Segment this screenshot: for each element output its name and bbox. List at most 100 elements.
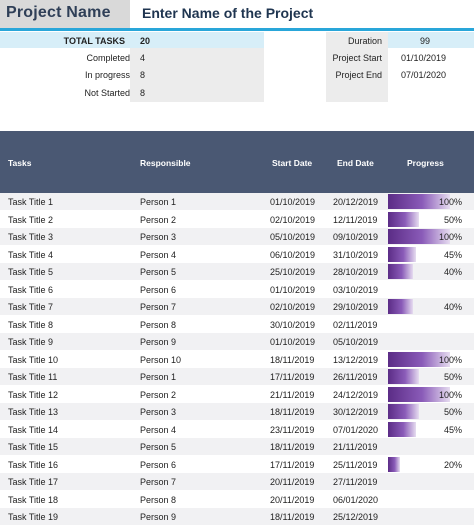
end-date-cell[interactable]: 26/11/2019: [333, 372, 378, 382]
end-date-cell[interactable]: 28/10/2019: [333, 267, 379, 277]
task-title-cell[interactable]: Task Title 16: [8, 459, 59, 470]
start-date-cell[interactable]: 18/11/2019: [270, 442, 315, 452]
project-start-value[interactable]: 01/10/2019: [401, 53, 447, 63]
end-date-cell[interactable]: 25/11/2019: [333, 459, 378, 470]
progress-value[interactable]: 40%: [443, 302, 462, 312]
table-row[interactable]: Task Title 15 Person 5 18/11/2019 21/11/201…: [0, 438, 474, 456]
responsible-cell[interactable]: Person 1: [140, 197, 177, 207]
responsible-cell[interactable]: Person 9: [140, 337, 177, 347]
task-title-cell[interactable]: Task Title 7: [8, 302, 54, 312]
table-row[interactable]: Task Title 3 Person 3 05/10/2019 09/10/2019…: [0, 228, 474, 246]
table-row[interactable]: Task Title 11 Person 1 17/11/2019 26/11/201…: [0, 368, 474, 386]
end-date-cell[interactable]: 09/10/2019: [333, 232, 379, 242]
progress-value[interactable]: 50%: [443, 214, 462, 225]
table-row[interactable]: Task Title 18 Person 8 20/11/2019 06/01/202…: [0, 491, 474, 508]
progress-value[interactable]: 40%: [443, 267, 462, 277]
responsible-cell[interactable]: Person 6: [140, 284, 177, 295]
start-date-cell[interactable]: 05/10/2019: [270, 232, 316, 242]
completed-value[interactable]: 4: [140, 53, 146, 63]
table-row[interactable]: Task Title 2 Person 2 02/10/2019 12/11/2019…: [0, 211, 474, 228]
start-date-cell[interactable]: 02/10/2019: [270, 214, 316, 225]
project-end-value[interactable]: 07/01/2020: [401, 70, 447, 80]
start-date-cell[interactable]: 18/11/2019: [270, 354, 315, 365]
end-date-cell[interactable]: 13/12/2019: [333, 354, 379, 365]
responsible-cell[interactable]: Person 3: [140, 407, 177, 417]
task-title-cell[interactable]: Task Title 10: [8, 354, 59, 365]
responsible-cell[interactable]: Person 2: [140, 214, 177, 225]
responsible-cell[interactable]: Person 9: [140, 512, 177, 522]
col-header-responsible[interactable]: Responsible: [140, 158, 191, 168]
progress-value[interactable]: 20%: [443, 459, 462, 470]
table-row[interactable]: Task Title 4 Person 4 06/10/2019 31/10/2019…: [0, 246, 474, 263]
end-date-cell[interactable]: 27/11/2019: [333, 477, 378, 487]
start-date-cell[interactable]: 21/11/2019: [270, 389, 315, 400]
not-started-value[interactable]: 8: [140, 88, 146, 98]
end-date-cell[interactable]: 20/12/2019: [333, 197, 379, 207]
start-date-cell[interactable]: 18/11/2019: [270, 407, 315, 417]
table-row[interactable]: Task Title 14 Person 4 23/11/2019 07/01/202…: [0, 421, 474, 438]
table-row[interactable]: Task Title 8 Person 8 30/10/2019 02/11/2019: [0, 316, 474, 333]
task-title-cell[interactable]: Task Title 15: [8, 442, 59, 452]
progress-value[interactable]: 100%: [438, 232, 462, 242]
end-date-cell[interactable]: 12/11/2019: [333, 214, 378, 225]
start-date-cell[interactable]: 17/11/2019: [270, 459, 315, 470]
end-date-cell[interactable]: 07/01/2020: [333, 424, 379, 435]
end-date-cell[interactable]: 03/10/2019: [333, 284, 379, 295]
task-title-cell[interactable]: Task Title 1: [8, 197, 54, 207]
table-row[interactable]: Task Title 7 Person 7 02/10/2019 29/10/2019…: [0, 298, 474, 316]
task-title-cell[interactable]: Task Title 5: [8, 267, 54, 277]
table-row[interactable]: Task Title 1 Person 1 01/10/2019 20/12/2019…: [0, 193, 474, 211]
start-date-cell[interactable]: 18/11/2019: [270, 512, 315, 522]
start-date-cell[interactable]: 02/10/2019: [270, 302, 316, 312]
end-date-cell[interactable]: 24/12/2019: [333, 389, 379, 400]
table-row[interactable]: Task Title 19 Person 9 18/11/2019 25/12/201…: [0, 508, 474, 526]
table-row[interactable]: Task Title 5 Person 5 25/10/2019 28/10/2019…: [0, 263, 474, 281]
responsible-cell[interactable]: Person 5: [140, 267, 177, 277]
task-title-cell[interactable]: Task Title 13: [8, 407, 59, 417]
end-date-cell[interactable]: 25/12/2019: [333, 512, 379, 522]
start-date-cell[interactable]: 20/11/2019: [270, 477, 315, 487]
task-title-cell[interactable]: Task Title 11: [8, 372, 58, 382]
responsible-cell[interactable]: Person 8: [140, 319, 177, 330]
start-date-cell[interactable]: 01/10/2019: [270, 284, 316, 295]
progress-value[interactable]: 45%: [443, 424, 462, 435]
project-name-cell[interactable]: Project Name: [0, 0, 130, 28]
progress-value[interactable]: 100%: [438, 354, 462, 365]
end-date-cell[interactable]: 02/11/2019: [333, 319, 378, 330]
responsible-cell[interactable]: Person 4: [140, 424, 177, 435]
table-row[interactable]: Task Title 12 Person 2 21/11/2019 24/12/201…: [0, 386, 474, 403]
col-header-tasks[interactable]: Tasks: [8, 158, 32, 168]
progress-value[interactable]: 50%: [443, 372, 462, 382]
end-date-cell[interactable]: 30/12/2019: [333, 407, 379, 417]
col-header-end-date[interactable]: End Date: [337, 158, 374, 168]
task-title-cell[interactable]: Task Title 9: [8, 337, 54, 347]
responsible-cell[interactable]: Person 7: [140, 477, 177, 487]
end-date-cell[interactable]: 05/10/2019: [333, 337, 379, 347]
col-header-start-date[interactable]: Start Date: [272, 158, 313, 168]
start-date-cell[interactable]: 25/10/2019: [270, 267, 316, 277]
start-date-cell[interactable]: 30/10/2019: [270, 319, 316, 330]
task-title-cell[interactable]: Task Title 14: [8, 424, 59, 435]
responsible-cell[interactable]: Person 3: [140, 232, 177, 242]
responsible-cell[interactable]: Person 7: [140, 302, 177, 312]
task-title-cell[interactable]: Task Title 17: [8, 477, 59, 487]
start-date-cell[interactable]: 01/10/2019: [270, 197, 316, 207]
end-date-cell[interactable]: 29/10/2019: [333, 302, 379, 312]
task-title-cell[interactable]: Task Title 6: [8, 284, 54, 295]
progress-value[interactable]: 100%: [438, 389, 462, 400]
task-title-cell[interactable]: Task Title 19: [8, 512, 59, 522]
start-date-cell[interactable]: 01/10/2019: [270, 337, 316, 347]
table-row[interactable]: Task Title 13 Person 3 18/11/2019 30/12/201…: [0, 403, 474, 421]
table-row[interactable]: Task Title 6 Person 6 01/10/2019 03/10/2019: [0, 281, 474, 298]
responsible-cell[interactable]: Person 8: [140, 494, 177, 505]
end-date-cell[interactable]: 21/11/2019: [333, 442, 378, 452]
start-date-cell[interactable]: 06/10/2019: [270, 249, 316, 260]
table-row[interactable]: Task Title 16 Person 6 17/11/2019 25/11/201…: [0, 456, 474, 473]
end-date-cell[interactable]: 31/10/2019: [333, 249, 379, 260]
responsible-cell[interactable]: Person 5: [140, 442, 177, 452]
start-date-cell[interactable]: 17/11/2019: [270, 372, 315, 382]
table-row[interactable]: Task Title 17 Person 7 20/11/2019 27/11/201…: [0, 473, 474, 491]
responsible-cell[interactable]: Person 1: [140, 372, 177, 382]
table-row[interactable]: Task Title 9 Person 9 01/10/2019 05/10/2019: [0, 333, 474, 351]
responsible-cell[interactable]: Person 2: [140, 389, 177, 400]
